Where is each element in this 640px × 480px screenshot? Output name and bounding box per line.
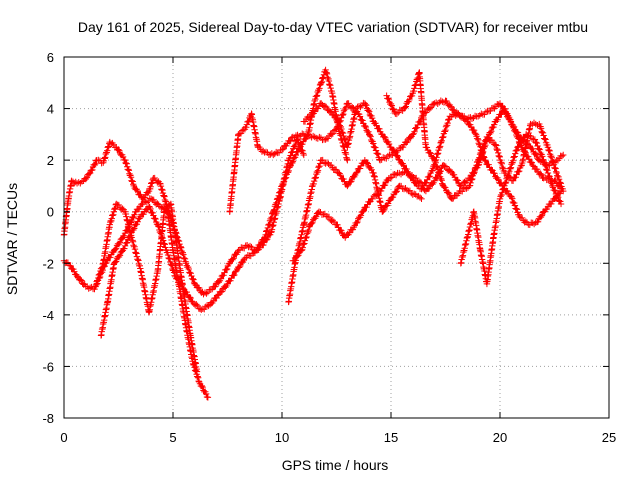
y-tick-label: 4 [47,102,54,117]
data-points [60,66,567,401]
x-tick-label: 5 [169,430,176,445]
axis-ticks: 0 5 10 15 20 25 -8 -6 -4 -2 0 2 4 6 [42,50,616,445]
y-tick-label: -6 [42,359,54,374]
plot-frame [63,56,610,419]
x-tick-label: 20 [493,430,507,445]
y-tick-label: 6 [47,50,54,65]
series-track-6 [285,156,425,306]
x-tick-label: 15 [384,430,398,445]
y-tick-label: -2 [42,256,54,271]
y-tick-label: -4 [42,308,54,323]
plus-markers [289,110,565,264]
plus-markers [457,131,565,288]
series-track-3 [93,66,351,298]
y-tick-label: -8 [42,411,54,426]
x-tick-label: 25 [602,430,616,445]
plus-markers [285,156,425,306]
series-track-7 [289,110,565,264]
y-axis-title: SDTVAR / TECUs [4,183,20,295]
y-tick-label: 0 [47,205,54,220]
y-tick-label: 2 [47,153,54,168]
plus-markers [93,66,351,298]
plus-markers [383,69,567,203]
series-track-4 [97,136,307,339]
x-axis-title: GPS time / hours [282,457,389,473]
x-tick-label: 0 [60,430,67,445]
series-track-9 [383,69,567,203]
chart-title: Day 161 of 2025, Sidereal Day-to-day VTE… [78,19,588,35]
series-track-10 [457,131,565,288]
x-tick-label: 10 [275,430,289,445]
plus-markers [97,136,307,339]
